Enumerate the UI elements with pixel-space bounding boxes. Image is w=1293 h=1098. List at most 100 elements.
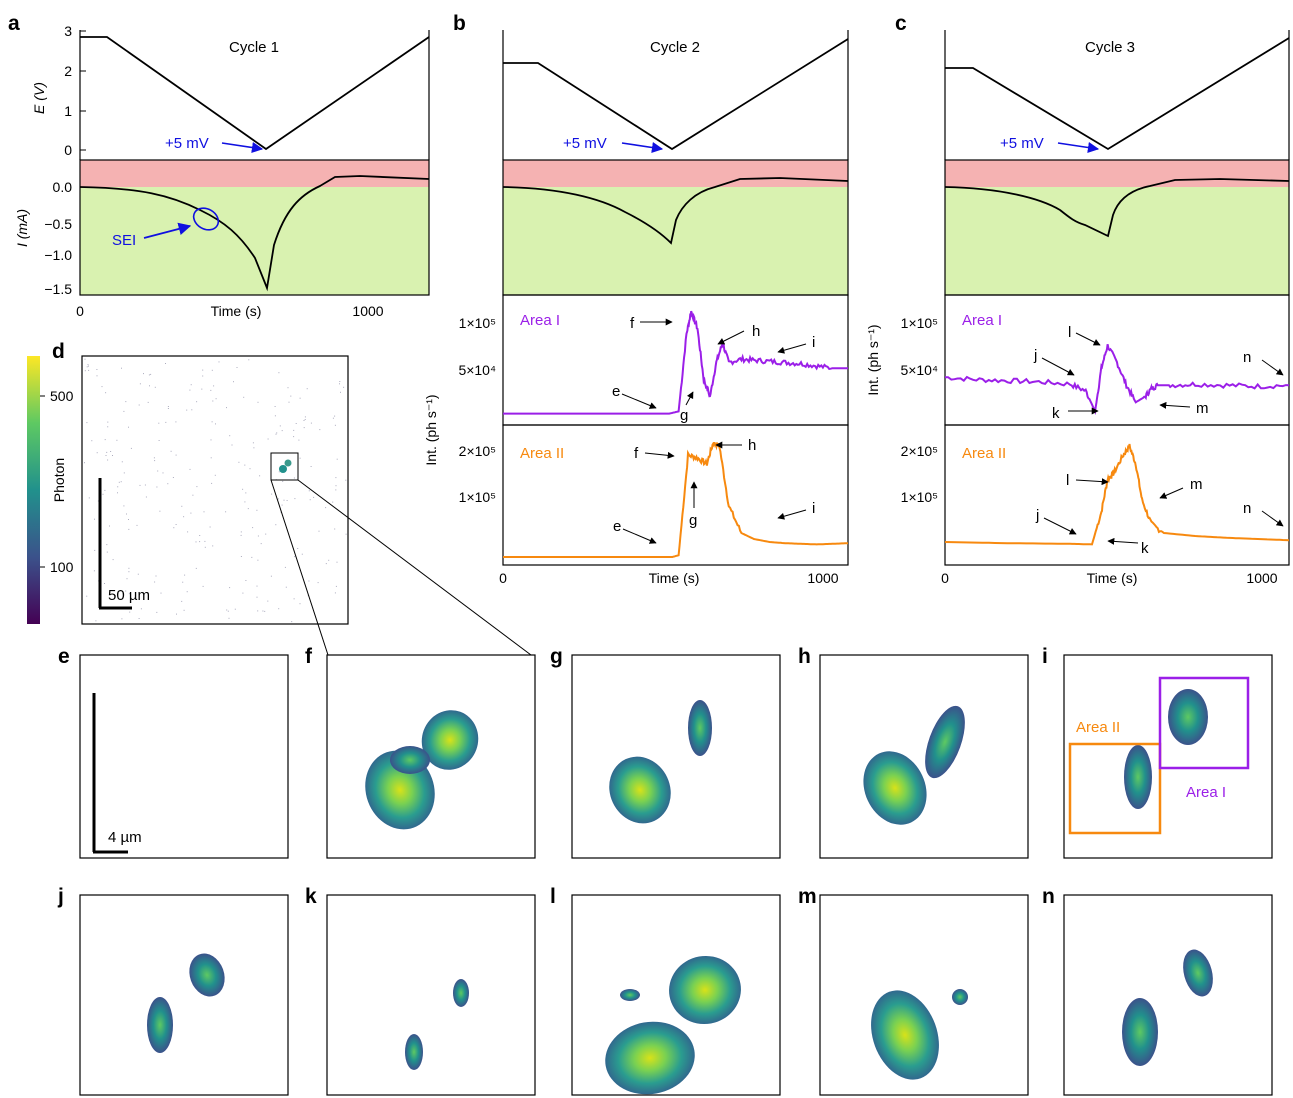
noise-dot xyxy=(104,583,105,584)
noise-dot xyxy=(170,450,172,452)
marker-k: k xyxy=(1052,405,1060,422)
panel-a-voltage: 3 2 1 0 E (V) Cycle 1 +5 mV xyxy=(31,23,430,160)
noise-dot xyxy=(165,363,166,364)
noise-dot xyxy=(276,432,278,434)
noise-dot xyxy=(116,439,118,441)
noise-dot xyxy=(84,370,86,372)
particle-signal xyxy=(453,979,469,1007)
panel-letter-f: f xyxy=(305,645,313,668)
marker-e: e xyxy=(613,518,621,535)
noise-dot xyxy=(283,499,285,501)
noise-dot xyxy=(96,452,98,454)
area2-label: Area II xyxy=(962,445,1006,462)
image-frame xyxy=(326,894,536,1096)
noise-dot xyxy=(262,610,264,612)
noise-dot xyxy=(196,401,198,403)
noise-dot xyxy=(173,527,175,529)
image-panel-i: i xyxy=(1042,645,1273,859)
noise-dot xyxy=(287,387,289,389)
charge-band xyxy=(80,160,429,187)
noise-dot xyxy=(245,492,247,494)
noise-dot xyxy=(106,551,108,553)
noise-dot xyxy=(214,474,216,476)
sei-arrow xyxy=(143,222,192,239)
particle-signal xyxy=(605,1021,695,1095)
particle-signal xyxy=(609,756,671,824)
noise-dot xyxy=(290,395,292,397)
particle-signal xyxy=(925,705,965,779)
panel-letter-m: m xyxy=(798,885,817,908)
noise-dot xyxy=(267,438,269,440)
noise-dot xyxy=(126,578,128,580)
area2-box xyxy=(1068,742,1162,835)
noise-dot xyxy=(104,489,106,491)
noise-dot xyxy=(183,516,185,518)
axis-label-E: E (V) xyxy=(31,82,47,114)
chart-title: Cycle 3 xyxy=(1085,39,1135,56)
noise-dot xyxy=(257,535,259,537)
noise-dot xyxy=(155,575,157,577)
noise-dot xyxy=(334,424,336,426)
noise-dot xyxy=(204,546,206,548)
noise-dot xyxy=(310,422,312,424)
colorbar: 500 100 Photon xyxy=(27,356,74,624)
noise-dot xyxy=(291,621,293,623)
noise-dot xyxy=(145,496,147,498)
image-frame xyxy=(1063,654,1273,859)
noise-dot xyxy=(211,369,213,371)
marker-g: g xyxy=(680,407,688,424)
tick-label: 0 xyxy=(941,570,949,586)
noise-dot xyxy=(339,383,340,385)
tick-label: 5×10⁴ xyxy=(458,362,496,378)
noise-dot xyxy=(202,585,204,587)
marker-g: g xyxy=(689,512,697,529)
noise-dot xyxy=(240,534,242,536)
noise-dot xyxy=(158,440,160,441)
image-panel-h: h xyxy=(798,645,1029,859)
noise-dot xyxy=(234,608,236,610)
noise-dot xyxy=(106,451,108,453)
noise-dot xyxy=(294,498,296,500)
noise-dot xyxy=(325,507,327,509)
panel-c-area2: Area II 2×10⁵ 1×10⁵ l j k m n 0 1000 Tim… xyxy=(901,424,1290,586)
particle-signal xyxy=(688,700,712,756)
current-line xyxy=(79,175,430,292)
panel-letter-d: d xyxy=(52,340,65,363)
tick-label: 1×10⁵ xyxy=(459,489,496,505)
noise-dot xyxy=(109,525,110,527)
panel-letter-j: j xyxy=(57,885,64,908)
noise-dot xyxy=(187,531,189,533)
panel-letter-h: h xyxy=(798,645,811,668)
noise-dot xyxy=(181,505,183,507)
noise-dot xyxy=(209,526,211,528)
panel-c-area1: Area I 1×10⁵ 5×10⁴ Int. (ph s⁻¹) l j k m… xyxy=(865,294,1290,426)
scalebar-label: 50 µm xyxy=(108,587,150,604)
tick-label: 3 xyxy=(64,23,72,39)
noise-dot xyxy=(156,611,158,613)
particle-signal xyxy=(1183,949,1213,997)
noise-dot xyxy=(143,373,144,375)
image-panel-m: m xyxy=(798,885,1029,1096)
noise-dot xyxy=(172,477,174,478)
noise-dot xyxy=(279,425,281,427)
noise-dot xyxy=(189,468,191,470)
noise-dot xyxy=(299,603,301,605)
noise-dot xyxy=(336,561,338,563)
noise-dot xyxy=(231,444,233,446)
noise-dot xyxy=(317,582,319,584)
noise-dot xyxy=(236,367,238,368)
noise-dot xyxy=(282,480,284,482)
noise-dot xyxy=(94,518,95,520)
noise-dot xyxy=(153,457,155,459)
noise-dot xyxy=(281,430,283,432)
marker-h: h xyxy=(752,323,760,340)
noise-dot xyxy=(186,409,188,411)
noise-dot xyxy=(271,493,273,495)
noise-dot xyxy=(102,493,104,495)
marker-e: e xyxy=(612,383,620,400)
tick-label: 1000 xyxy=(807,570,838,586)
noise-dot xyxy=(195,567,197,569)
noise-dot xyxy=(112,559,114,561)
noise-dot xyxy=(202,375,204,377)
noise-dot xyxy=(297,548,299,549)
